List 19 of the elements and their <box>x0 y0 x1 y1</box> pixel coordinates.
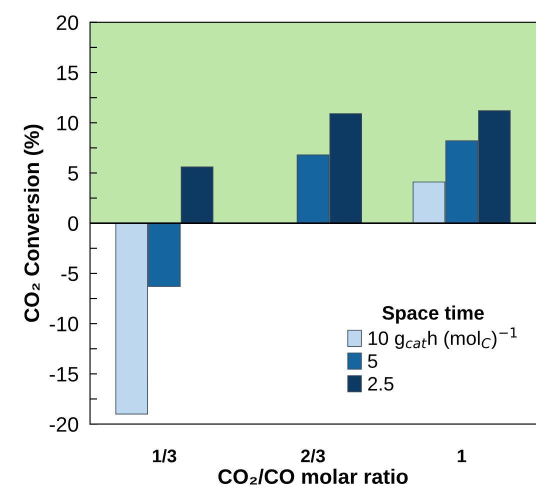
y-axis-title: CO₂ Conversion (%) <box>24 124 44 322</box>
y-tick-label: 0 <box>68 216 78 231</box>
x-tick-label: 2/3 <box>301 449 325 463</box>
bar <box>180 166 214 224</box>
y-tick-label: 15 <box>57 66 78 80</box>
x-axis-title: CO₂/CO molar ratio <box>218 468 408 484</box>
legend-label: 5 <box>368 354 378 368</box>
legend-label: 2.5 <box>368 376 394 391</box>
y-tick-label: 5 <box>68 166 78 181</box>
y-tick-label: -5 <box>61 266 78 282</box>
y-tick-label: -20 <box>50 417 78 432</box>
y-tick-label: -10 <box>50 316 78 332</box>
x-tick-label: 1 <box>458 450 466 462</box>
legend-label: 10 g$_{cat}$h (mol$_{C}$)$^{−1}$ <box>368 328 517 349</box>
y-tick-label: 20 <box>56 15 78 30</box>
y-tick-label: -15 <box>50 367 78 382</box>
x-tick-label: 1/3 <box>152 449 176 463</box>
y-tick-label: 10 <box>57 116 78 131</box>
legend-title: Space time <box>382 306 484 324</box>
